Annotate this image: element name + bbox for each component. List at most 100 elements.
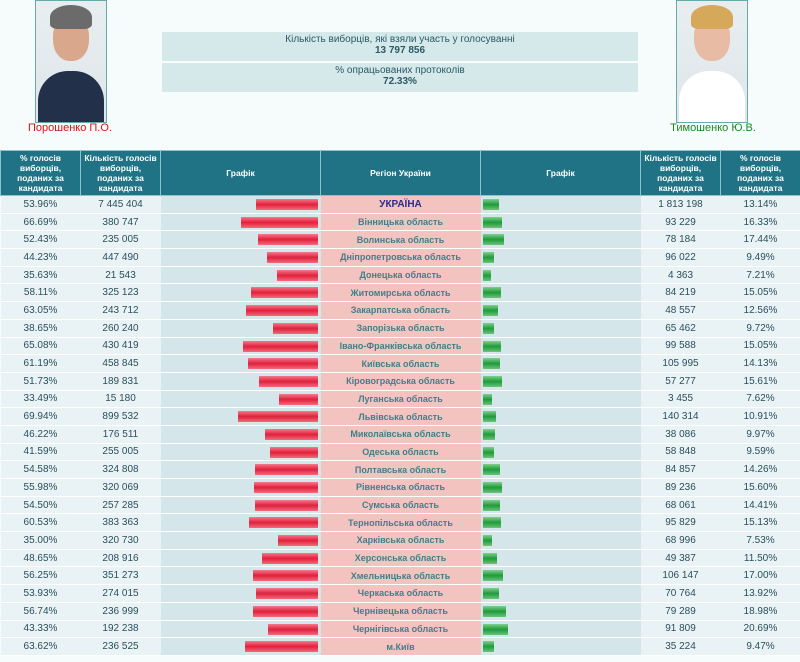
region-name[interactable]: Кіровоградська область [320,372,481,391]
left-bar [264,428,318,440]
table-row: 61.19% 458 845 Київська область 105 995 … [0,354,800,373]
left-chart-cell [160,283,321,303]
left-percent: 69.94% [0,407,81,426]
right-percent: 7.21% [720,266,800,285]
left-votes: 7 445 404 [80,195,161,214]
right-bar [482,552,497,564]
right-percent: 9.47% [720,637,800,656]
left-votes: 383 363 [80,513,161,533]
region-name[interactable]: Чернігівська область [320,620,481,639]
right-chart-cell [480,602,641,621]
left-votes: 235 005 [80,230,161,250]
left-votes: 236 999 [80,602,161,621]
header-right-chart: Графік [480,150,641,196]
left-votes: 458 845 [80,354,161,373]
region-name[interactable]: Вінницька область [320,213,481,232]
right-bar [482,287,501,299]
region-name[interactable]: м.Київ [320,637,481,656]
table-row: 41.59% 255 005 Одеська область 58 848 9.… [0,443,800,462]
right-percent: 7.62% [720,390,800,409]
right-bar [482,570,504,582]
results-table: % голосів виборців, поданих за кандидата… [0,150,800,656]
table-row: 54.58% 324 808 Полтавська область 84 857… [0,460,800,479]
table-row: 58.11% 325 123 Житомирська область 84 21… [0,283,800,303]
region-name[interactable]: Закарпатська область [320,301,481,320]
region-name[interactable]: Миколаївська область [320,425,481,444]
left-percent: 63.05% [0,301,81,320]
left-chart-cell [160,496,321,515]
right-percent: 13.14% [720,195,800,214]
right-chart-cell [480,230,641,250]
table-row: 69.94% 899 532 Львівська область 140 314… [0,407,800,426]
right-chart-cell [480,337,641,356]
region-name[interactable]: Івано-Франківська область [320,337,481,356]
region-name[interactable]: Луганська область [320,390,481,409]
region-name[interactable]: Одеська область [320,443,481,462]
right-bar [482,446,495,458]
right-percent: 9.97% [720,425,800,444]
region-name[interactable]: Київська область [320,354,481,373]
right-percent: 14.26% [720,460,800,479]
left-chart-cell [160,460,321,479]
left-bar [243,340,318,352]
region-name[interactable]: Черкаська область [320,584,481,603]
right-chart-cell [480,213,641,232]
table-row: 65.08% 430 419 Івано-Франківська область… [0,337,800,356]
right-votes: 70 764 [640,584,721,603]
left-percent: 44.23% [0,248,81,267]
region-name[interactable]: Харківська область [320,531,481,550]
right-percent: 15.61% [720,372,800,391]
left-bar [256,199,318,210]
header-left-votes: Кількість голосів виборців, поданих за к… [80,150,161,196]
region-name[interactable]: УКРАЇНА [320,195,481,214]
table-row: 51.73% 189 831 Кіровоградська область 57… [0,372,800,391]
region-name[interactable]: Чернівецька область [320,602,481,621]
left-percent: 66.69% [0,213,81,232]
region-name[interactable]: Дніпропетровська область [320,248,481,267]
left-bar [262,552,318,564]
left-bar [241,216,318,228]
region-name[interactable]: Херсонська область [320,549,481,568]
right-bar [482,499,501,511]
right-votes: 1 813 198 [640,195,721,214]
right-bar [482,322,495,334]
left-percent: 35.63% [0,266,81,285]
right-percent: 17.44% [720,230,800,250]
region-name[interactable]: Волинська область [320,230,481,250]
left-bar [255,499,318,511]
left-chart-cell [160,549,321,568]
table-row: 43.33% 192 238 Чернігівська область 91 8… [0,620,800,639]
right-votes: 68 061 [640,496,721,515]
right-votes: 65 462 [640,319,721,338]
region-name[interactable]: Тернопільська область [320,513,481,533]
left-bar [237,411,318,423]
right-percent: 9.49% [720,248,800,267]
left-bar [253,482,318,493]
region-name[interactable]: Рівненська область [320,478,481,497]
right-percent: 16.33% [720,213,800,232]
protocols-value: 72.33% [383,76,417,87]
right-percent: 14.41% [720,496,800,515]
left-bar [245,305,318,317]
right-bar [482,305,498,317]
region-name[interactable]: Львівська область [320,407,481,426]
right-candidate-name: Тимошенко Ю.В. [670,122,756,134]
right-chart-cell [480,620,641,639]
left-votes: 351 273 [80,566,161,586]
region-name[interactable]: Хмельницька область [320,566,481,586]
region-name[interactable]: Сумська область [320,496,481,515]
right-percent: 15.60% [720,478,800,497]
right-bar [482,393,492,405]
region-name[interactable]: Полтавська область [320,460,481,479]
header-right-percent: % голосів виборців, поданих за кандидата [720,150,800,196]
right-percent: 9.59% [720,443,800,462]
left-votes: 274 015 [80,584,161,603]
left-votes: 447 490 [80,248,161,267]
right-bar [482,464,500,476]
header-right-votes: Кількість голосів виборців, поданих за к… [640,150,721,196]
region-name[interactable]: Житомирська область [320,283,481,303]
left-bar [257,234,318,246]
left-percent: 56.25% [0,566,81,586]
region-name[interactable]: Запорізька область [320,319,481,338]
region-name[interactable]: Донецька область [320,266,481,285]
